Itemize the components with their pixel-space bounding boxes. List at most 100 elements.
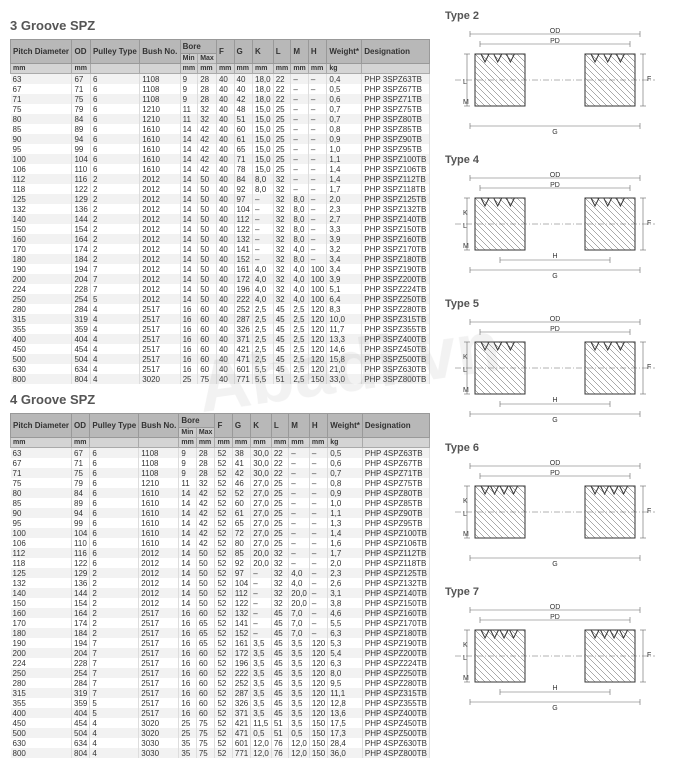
table-cell: 150 xyxy=(309,728,327,738)
table-row: 315319425171660402872,5452,512010,0PHP 3… xyxy=(11,314,430,324)
table-cell: 104 xyxy=(232,578,250,588)
table-cell: 2012 xyxy=(139,568,179,578)
table-cell: 60 xyxy=(196,608,215,618)
table-cell: 52 xyxy=(215,508,232,518)
table-row: 717561108928404218,022––0,6PHP 3SPZ71TB xyxy=(11,94,430,104)
table-cell: 60 xyxy=(198,314,217,324)
table-cell: 1,4 xyxy=(328,528,363,538)
table-cell: 14 xyxy=(180,214,198,224)
table-cell: 52 xyxy=(215,458,232,468)
table-cell: 164 xyxy=(72,608,90,618)
table-cell: 0,7 xyxy=(328,468,363,478)
table-cell: 6 xyxy=(90,104,139,114)
table-row: 6306344303035755260112,07612,015028,4PHP… xyxy=(11,738,430,748)
table-cell: 228 xyxy=(72,658,90,668)
table-cell: 75 xyxy=(72,468,90,478)
col-subheader: Max xyxy=(196,428,215,438)
table-cell: 3,5 xyxy=(289,698,310,708)
table-cell: 42 xyxy=(196,528,215,538)
table-cell: – xyxy=(308,154,326,164)
table-cell: 634 xyxy=(72,364,90,374)
table-cell: – xyxy=(289,538,310,548)
table-cell: 2517 xyxy=(140,334,180,344)
table-cell: 2012 xyxy=(139,578,179,588)
table-cell: 25 xyxy=(273,134,291,144)
table-cell: 190 xyxy=(11,264,72,274)
table-cell: 170 xyxy=(11,618,72,628)
table-cell: – xyxy=(309,498,327,508)
table-cell: 2012 xyxy=(139,548,179,558)
table-cell: PHP 3SPZ224TB xyxy=(362,284,430,294)
table-cell: 32 xyxy=(271,558,288,568)
table-cell: 14 xyxy=(179,548,196,558)
col-header: K xyxy=(253,40,274,64)
col-header: Pulley Type xyxy=(90,40,139,64)
table-cell: PHP 3SPZ63TB xyxy=(362,74,430,85)
table-cell: 32 xyxy=(273,224,291,234)
table-row: 112116620121450528520,032––1,7PHP 4SPZ11… xyxy=(11,548,430,558)
table-cell: 60 xyxy=(196,648,215,658)
table-row: 9094616101442406115,025––0,9PHP 3SPZ90TB xyxy=(11,134,430,144)
table-cell: – xyxy=(309,628,327,638)
table-cell: 22 xyxy=(273,74,291,85)
table-cell: 2517 xyxy=(140,304,180,314)
table-cell: 172 xyxy=(232,648,250,658)
table-row: 200204725171660521723,5453,51205,4PHP 4S… xyxy=(11,648,430,658)
table-cell: PHP 4SPZ100TB xyxy=(362,528,429,538)
col-unit: mm xyxy=(232,438,250,448)
table-cell: 4,0 xyxy=(291,284,309,294)
table-cell: 33,0 xyxy=(327,374,362,384)
svg-text:F: F xyxy=(647,652,651,659)
table-cell: 40 xyxy=(216,274,234,284)
table-row: 8589616101442406015,025––0,8PHP 3SPZ85TB xyxy=(11,124,430,134)
table-cell: 3,5 xyxy=(251,638,272,648)
table-cell: 6 xyxy=(90,134,139,144)
table-cell: 40 xyxy=(216,314,234,324)
table-cell: – xyxy=(251,568,272,578)
table-cell: 18,0 xyxy=(253,94,274,104)
table-cell: 280 xyxy=(11,304,72,314)
table-cell: 771 xyxy=(232,748,250,758)
table-cell: PHP 4SPZ280TB xyxy=(362,678,429,688)
table-cell: 250 xyxy=(11,668,72,678)
col-unit: mm xyxy=(216,64,234,74)
table-cell: PHP 3SPZ100TB xyxy=(362,154,430,164)
table-cell: 27,0 xyxy=(251,528,272,538)
table-cell: 11 xyxy=(180,114,198,124)
diagrams-column: Type 2ODPDGLMFType 4ODPDGHKLMFType 5ODPD… xyxy=(445,10,697,758)
col-unit: mm xyxy=(271,438,288,448)
table-cell: 2,5 xyxy=(253,344,274,354)
table-cell: 15,0 xyxy=(253,154,274,164)
table-cell: 14 xyxy=(180,194,198,204)
table-row: 355359425171660403262,5452,512011,7PHP 3… xyxy=(11,324,430,334)
table-cell: 32 xyxy=(273,214,291,224)
table-cell: 2,0 xyxy=(327,194,362,204)
table-cell: 45 xyxy=(271,648,288,658)
table-cell: 120 xyxy=(309,688,327,698)
table-row: 800804430202575407715,5512,515033,0PHP 3… xyxy=(11,374,430,384)
table-cell: 92 xyxy=(232,558,250,568)
table-cell: 30,0 xyxy=(251,468,272,478)
col-unit xyxy=(90,438,139,448)
table-row: 8008044303035755277112,07612,015036,0PHP… xyxy=(11,748,430,758)
table-cell: 601 xyxy=(234,364,252,374)
table-cell: 180 xyxy=(11,628,72,638)
table-cell: 287 xyxy=(232,688,250,698)
table-cell: 27,0 xyxy=(251,498,272,508)
table-cell: 2,5 xyxy=(291,344,309,354)
table-cell: 1108 xyxy=(139,448,179,459)
table-cell: 40 xyxy=(216,214,234,224)
table-cell: 7 xyxy=(90,264,139,274)
svg-text:M: M xyxy=(463,387,469,394)
table-cell: 40 xyxy=(216,354,234,364)
table-cell: 2517 xyxy=(139,678,179,688)
table-cell: – xyxy=(289,458,310,468)
table-cell: 110 xyxy=(72,164,90,174)
table-row: 400404525171660523713,5453,512013,6PHP 4… xyxy=(11,708,430,718)
table-cell: 27,0 xyxy=(251,478,272,488)
table-cell: – xyxy=(291,124,309,134)
table-cell: 7 xyxy=(90,284,139,294)
table-cell: 2 xyxy=(90,568,139,578)
table-cell: 3,5 xyxy=(251,668,272,678)
table-cell: 45 xyxy=(271,708,288,718)
